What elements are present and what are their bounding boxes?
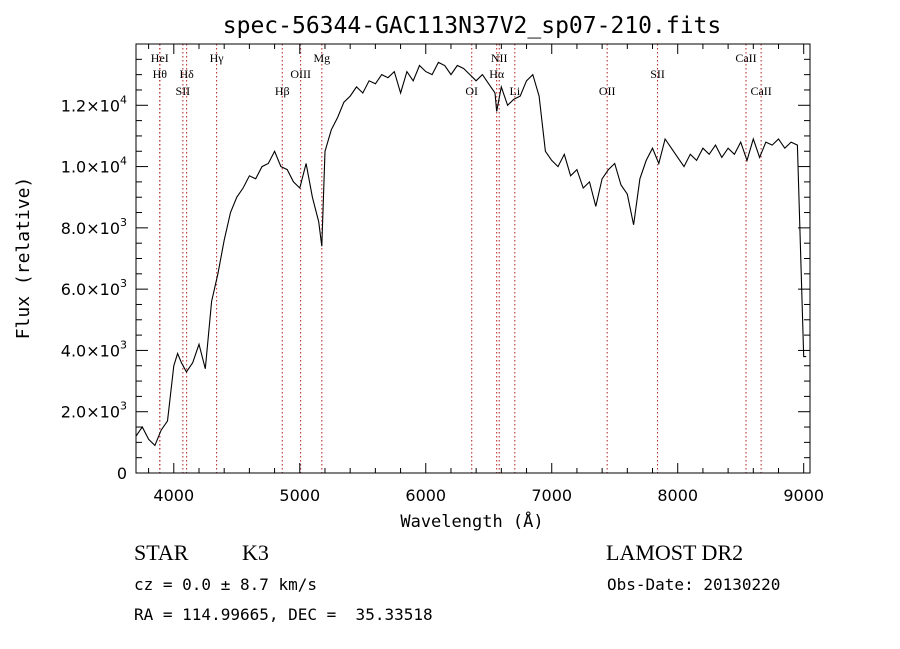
spectral-line-label: Mg xyxy=(313,51,330,65)
object-class: STAR xyxy=(134,540,189,565)
plot-frame xyxy=(135,43,811,474)
x-tick-label: 8000 xyxy=(657,486,698,505)
spectral-line-label: SII xyxy=(650,67,665,81)
ra-dec-text: RA = 114.99665, DEC = 35.33518 xyxy=(134,605,433,624)
x-tick-label: 6000 xyxy=(405,486,446,505)
y-tick-label: 2.0×103 xyxy=(61,400,127,422)
spectral-line-label: OIII xyxy=(290,67,311,81)
spectral-line-label: CaII xyxy=(735,51,756,65)
x-tick-label: 4000 xyxy=(153,486,194,505)
x-tick-label: 7000 xyxy=(531,486,572,505)
y-tick-label: 6.0×103 xyxy=(61,277,127,299)
spectral-line-label: NII xyxy=(491,51,508,65)
x-axis-label: Wavelength (Å) xyxy=(400,510,543,532)
spectral-line-label: Hθ xyxy=(153,67,168,81)
y-tick-label: 8.0×103 xyxy=(61,216,127,238)
spectral-line-label: Hδ xyxy=(179,67,194,81)
spectral-line-label: OI xyxy=(465,84,478,98)
spectral-lines-layer xyxy=(159,44,762,473)
obs-date-text: Obs-Date: 20130220 xyxy=(607,575,780,594)
spectral-line-label: Hβ xyxy=(275,84,290,98)
y-axis: 0 2.0×103 4.0×103 6.0×103 8.0×103 1.0×104 1.2×… xyxy=(61,58,810,483)
x-tick-label: 5000 xyxy=(279,486,320,505)
spectral-line-label: Hα xyxy=(489,67,505,81)
x-tick-label: 9000 xyxy=(783,486,824,505)
spectral-line-label: Hγ xyxy=(210,51,225,65)
spectral-line-label: Li xyxy=(509,84,520,98)
spectrum-line xyxy=(135,61,807,447)
y-tick-label: 0 xyxy=(117,464,127,483)
y-tick-label: 1.0×104 xyxy=(61,155,127,177)
spectral-line-label: CaII xyxy=(750,84,771,98)
object-subclass: K3 xyxy=(242,540,269,565)
spectral-line-label: HeI xyxy=(151,51,169,65)
spectral-line-label: SII xyxy=(176,84,191,98)
y-tick-label: 1.2×104 xyxy=(61,93,127,115)
chart-title: spec-56344-GAC113N37V2_sp07-210.fits xyxy=(223,13,722,39)
x-axis: 4000 5000 6000 7000 8000 9000 xyxy=(148,44,824,505)
spectral-line-label: OII xyxy=(599,84,616,98)
survey-name: LAMOST DR2 xyxy=(606,540,743,565)
y-tick-label: 4.0×103 xyxy=(61,338,127,360)
redshift-text: cz = 0.0 ± 8.7 km/s xyxy=(134,575,317,594)
y-axis-label: Flux (relative) xyxy=(13,177,34,340)
